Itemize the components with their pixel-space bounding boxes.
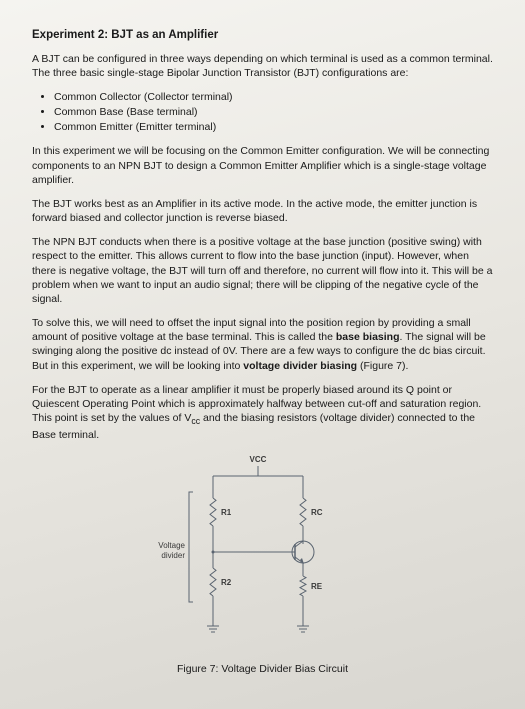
config-list: Common Collector (Collector terminal) Co… — [32, 90, 493, 135]
svg-text:Voltage: Voltage — [158, 541, 185, 550]
body-paragraph: In this experiment we will be focusing o… — [32, 144, 493, 187]
svg-text:VCC: VCC — [249, 455, 266, 464]
svg-text:RC: RC — [311, 508, 323, 517]
bold-term: base biasing — [336, 331, 400, 343]
body-paragraph: The NPN BJT conducts when there is a pos… — [32, 235, 493, 306]
svg-text:divider: divider — [161, 551, 185, 560]
svg-text:R1: R1 — [221, 508, 232, 517]
list-item: Common Base (Base terminal) — [54, 105, 493, 119]
intro-paragraph: A BJT can be configured in three ways de… — [32, 52, 493, 80]
body-paragraph: To solve this, we will need to offset th… — [32, 316, 493, 373]
svg-text:R2: R2 — [221, 578, 232, 587]
svg-text:RE: RE — [311, 582, 323, 591]
circuit-diagram: VCC R1 R2 RC RE Voltagedivider — [153, 452, 373, 652]
figure-container: VCC R1 R2 RC RE Voltagedivider Figure 7: Volt… — [32, 452, 493, 676]
body-paragraph: For the BJT to operate as a linear ampli… — [32, 383, 493, 442]
body-paragraph: The BJT works best as an Amplifier in it… — [32, 197, 493, 225]
subscript: cc — [191, 416, 200, 426]
figure-caption: Figure 7: Voltage Divider Bias Circuit — [32, 662, 493, 676]
bold-term: voltage divider biasing — [243, 360, 357, 372]
experiment-title: Experiment 2: BJT as an Amplifier — [32, 28, 493, 44]
list-item: Common Collector (Collector terminal) — [54, 90, 493, 104]
list-item: Common Emitter (Emitter terminal) — [54, 120, 493, 134]
